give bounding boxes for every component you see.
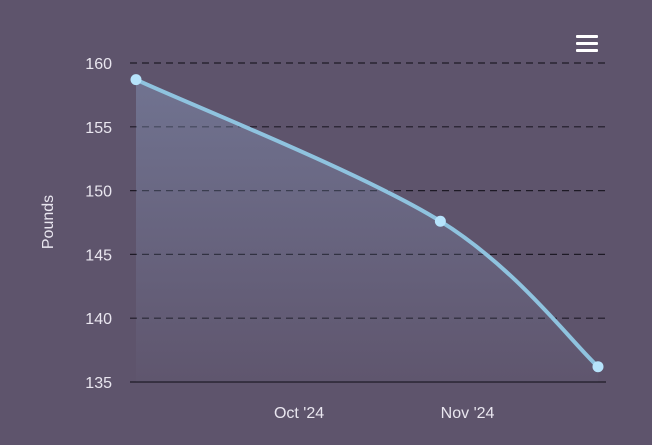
x-tick-label: Nov '24 [441,405,495,422]
data-point[interactable] [592,361,604,373]
y-tick-label: 140 [85,311,112,328]
series-area [136,79,598,382]
x-tick-label: Oct '24 [274,405,324,422]
series-line-group [134,77,600,369]
hamburger-menu-icon[interactable] [574,32,600,54]
series-line [134,77,600,369]
data-point[interactable] [130,74,142,86]
x-axis-ticks: Oct '24 Nov '24 [274,405,495,422]
area-fill [136,79,598,382]
y-tick-label: 160 [85,56,112,73]
y-tick-label: 145 [85,247,112,264]
y-tick-label: 155 [85,120,112,137]
data-markers [130,74,604,373]
data-point[interactable] [434,215,446,227]
y-axis-ticks: 135 140 145 150 155 160 [85,56,112,392]
y-tick-label: 135 [85,375,112,392]
y-axis-title: Pounds [40,195,57,249]
y-tick-label: 150 [85,184,112,201]
